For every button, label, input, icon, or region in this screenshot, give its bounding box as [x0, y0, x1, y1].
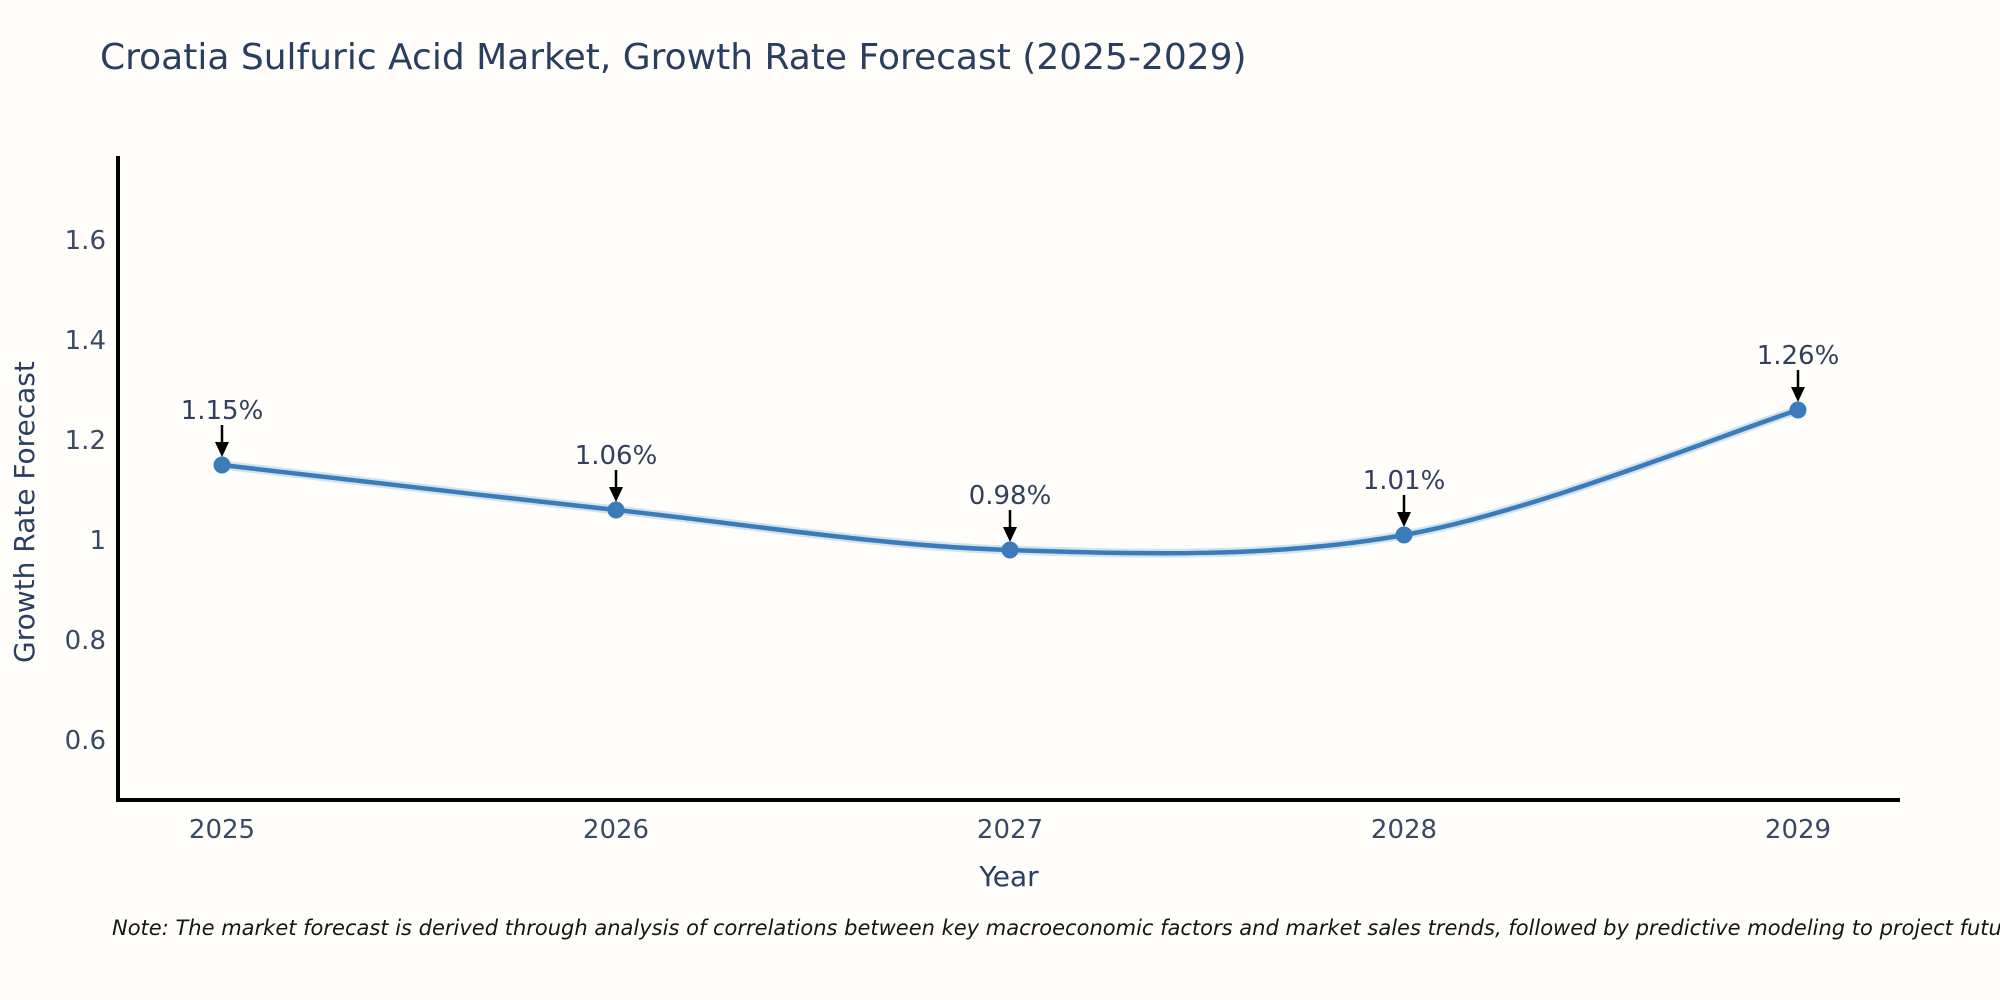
data-point-2025 — [213, 456, 231, 474]
x-axis-title: Year — [979, 860, 1039, 893]
point-value-label: 1.15% — [181, 396, 264, 426]
x-tick-label: 2026 — [583, 815, 649, 845]
annotation-arrowhead-icon — [1003, 527, 1017, 542]
footnote: Note: The market forecast is derived thr… — [112, 916, 2000, 940]
point-value-label: 0.98% — [969, 481, 1052, 511]
chart-title: Croatia Sulfuric Acid Market, Growth Rat… — [100, 37, 1247, 78]
y-tick-label: 0.6 — [65, 726, 106, 756]
y-tick-label: 1 — [89, 526, 106, 556]
x-tick-label: 2029 — [1765, 815, 1831, 845]
x-tick-label: 2027 — [977, 815, 1043, 845]
data-point-2026 — [607, 501, 625, 519]
annotation-arrowhead-icon — [1791, 387, 1805, 402]
point-value-label: 1.26% — [1757, 341, 1840, 371]
point-value-label: 1.01% — [1363, 466, 1446, 496]
x-tick-label: 2025 — [189, 815, 255, 845]
y-tick-label: 1.6 — [65, 226, 106, 256]
y-tick-label: 1.2 — [65, 426, 106, 456]
y-tick-label: 0.8 — [65, 626, 106, 656]
data-point-2027 — [1001, 541, 1019, 559]
annotation-arrowhead-icon — [609, 487, 623, 502]
point-value-label: 1.06% — [575, 441, 658, 471]
y-tick-label: 1.4 — [65, 326, 106, 356]
annotation-arrowhead-icon — [215, 442, 229, 457]
x-tick-label: 2028 — [1371, 815, 1437, 845]
annotation-arrowhead-icon — [1397, 512, 1411, 527]
data-point-2029 — [1789, 401, 1807, 419]
data-point-2028 — [1395, 526, 1413, 544]
